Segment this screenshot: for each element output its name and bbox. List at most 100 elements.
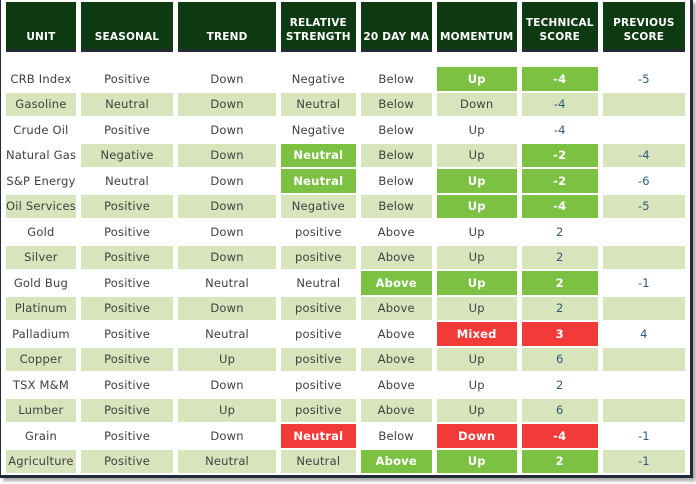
- data-cell: Up: [436, 169, 517, 193]
- data-cell: positive: [294, 326, 342, 341]
- table-body: CRB Index Positive Down Negative Below Up -4 -5…: [6, 54, 685, 473]
- data-cell: -2: [521, 169, 598, 193]
- unit-cell: Gold Bug: [13, 275, 68, 290]
- data-cell: Positive: [104, 224, 151, 239]
- unit-cell: Oil Services: [6, 194, 76, 218]
- data-cell: -5: [602, 194, 685, 218]
- data-cell: Up: [436, 398, 517, 422]
- unit-cell: CRB Index: [10, 71, 72, 86]
- data-cell: 2: [556, 377, 564, 392]
- data-cell: Above: [360, 245, 432, 269]
- data-cell: [602, 296, 685, 320]
- data-cell: Down: [210, 428, 244, 443]
- unit-cell: Gold: [27, 224, 55, 239]
- data-cell: -2: [521, 143, 598, 167]
- unit-cell: Gasoline: [6, 92, 76, 116]
- table-row: TSX M&M Positive Down positive Above Up 2: [6, 373, 685, 397]
- data-cell: Above: [360, 449, 432, 473]
- column-header-momentum: MOMENTUM: [436, 2, 517, 52]
- data-cell: Negative: [280, 194, 356, 218]
- data-cell: Down: [178, 245, 276, 269]
- data-cell: Up: [468, 377, 485, 392]
- column-header-seasonal: SEASONAL: [80, 2, 174, 52]
- spacer-cell: [6, 54, 685, 65]
- table-header: UNIT SEASONAL TREND RELATIVE STRENGTH 20…: [6, 2, 685, 52]
- data-cell: -5: [637, 71, 650, 86]
- data-cell: Neutral: [280, 169, 356, 193]
- data-cell: Positive: [104, 71, 151, 86]
- data-cell: Up: [436, 271, 517, 295]
- data-cell: Positive: [104, 377, 151, 392]
- data-cell: 4: [640, 326, 648, 341]
- data-cell: -4: [602, 143, 685, 167]
- table-row: CRB Index Positive Down Negative Below Up -4 -5: [6, 67, 685, 91]
- unit-cell: Copper: [6, 347, 76, 371]
- data-cell: Above: [377, 326, 415, 341]
- data-cell: Down: [210, 377, 244, 392]
- data-cell: positive: [294, 377, 342, 392]
- data-cell: Neutral: [280, 449, 356, 473]
- column-header-previous-score: PREVIOUS SCORE: [602, 2, 685, 52]
- data-cell: -4: [521, 92, 598, 116]
- table-row: Platinum Positive Down positive Above Up 2: [6, 296, 685, 320]
- data-cell: [602, 245, 685, 269]
- data-cell: Above: [360, 398, 432, 422]
- data-cell: Positive: [80, 398, 174, 422]
- data-cell: Down: [436, 92, 517, 116]
- data-cell: Down: [178, 92, 276, 116]
- data-cell: Negative: [291, 122, 345, 137]
- table-row: Agriculture Positive Neutral Neutral Above Up…: [6, 449, 685, 473]
- table-row: Gasoline Neutral Down Neutral Below Down -4: [6, 92, 685, 116]
- data-cell: Positive: [104, 428, 151, 443]
- table-row: Silver Positive Down positive Above Up 2: [6, 245, 685, 269]
- data-cell: Above: [377, 377, 415, 392]
- data-cell: Positive: [80, 296, 174, 320]
- data-cell: Up: [436, 296, 517, 320]
- data-cell: Below: [360, 92, 432, 116]
- column-header-trend: TREND: [178, 2, 276, 52]
- data-cell: [603, 220, 685, 244]
- data-cell: Positive: [104, 122, 151, 137]
- unit-cell: Crude Oil: [13, 122, 69, 137]
- table-row: Gold Bug Positive Neutral Neutral Above Up 2 -1: [6, 271, 685, 295]
- data-cell: positive: [294, 224, 342, 239]
- data-cell: Positive: [80, 194, 174, 218]
- data-cell: Down: [210, 224, 244, 239]
- data-cell: 2: [521, 449, 598, 473]
- data-cell: Positive: [104, 275, 151, 290]
- data-cell: -4: [521, 67, 598, 91]
- data-cell: -4: [521, 194, 598, 218]
- data-cell: Up: [436, 194, 517, 218]
- data-cell: Positive: [104, 326, 151, 341]
- data-cell: Down: [210, 173, 244, 188]
- data-cell: Neutral: [280, 92, 356, 116]
- table-row: Copper Positive Up positive Above Up 6: [6, 347, 685, 371]
- unit-cell: Lumber: [6, 398, 76, 422]
- data-cell: Neutral: [205, 326, 249, 341]
- data-cell: [603, 373, 685, 397]
- data-cell: Positive: [80, 245, 174, 269]
- data-cell: Neutral: [205, 275, 249, 290]
- data-cell: Positive: [80, 449, 174, 473]
- data-cell: Below: [378, 71, 415, 86]
- unit-cell: Platinum: [6, 296, 76, 320]
- data-cell: Neutral: [178, 449, 276, 473]
- data-cell: -4: [521, 424, 598, 448]
- data-cell: -1: [637, 428, 650, 443]
- table-row: Gold Positive Down positive Above Up 2: [6, 220, 685, 244]
- data-cell: Above: [360, 347, 432, 371]
- data-cell: -6: [637, 173, 650, 188]
- column-header-technical-score: TECHNICAL SCORE: [521, 2, 598, 52]
- data-cell: 2: [521, 245, 598, 269]
- data-cell: Below: [360, 143, 432, 167]
- data-cell: Up: [178, 347, 276, 371]
- unit-cell: TSX M&M: [12, 377, 69, 392]
- spacer-row: [6, 54, 685, 65]
- data-cell: Down: [178, 194, 276, 218]
- data-cell: Up: [436, 449, 517, 473]
- data-cell: Neutral: [105, 173, 149, 188]
- data-cell: Neutral: [280, 143, 356, 167]
- table-row: Grain Positive Down Neutral Below Down -4 -1: [6, 424, 685, 448]
- data-cell: Mixed: [436, 322, 517, 346]
